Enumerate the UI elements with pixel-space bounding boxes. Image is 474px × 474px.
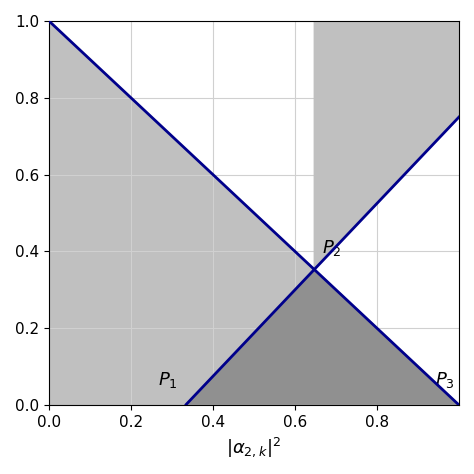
Polygon shape: [314, 21, 459, 270]
Polygon shape: [186, 270, 459, 405]
Text: $P_3$: $P_3$: [435, 370, 455, 390]
Text: $P_2$: $P_2$: [322, 238, 342, 258]
Text: $P_1$: $P_1$: [158, 370, 177, 390]
Polygon shape: [49, 21, 459, 405]
X-axis label: $|\alpha_{2,k}|^2$: $|\alpha_{2,k}|^2$: [227, 435, 282, 459]
